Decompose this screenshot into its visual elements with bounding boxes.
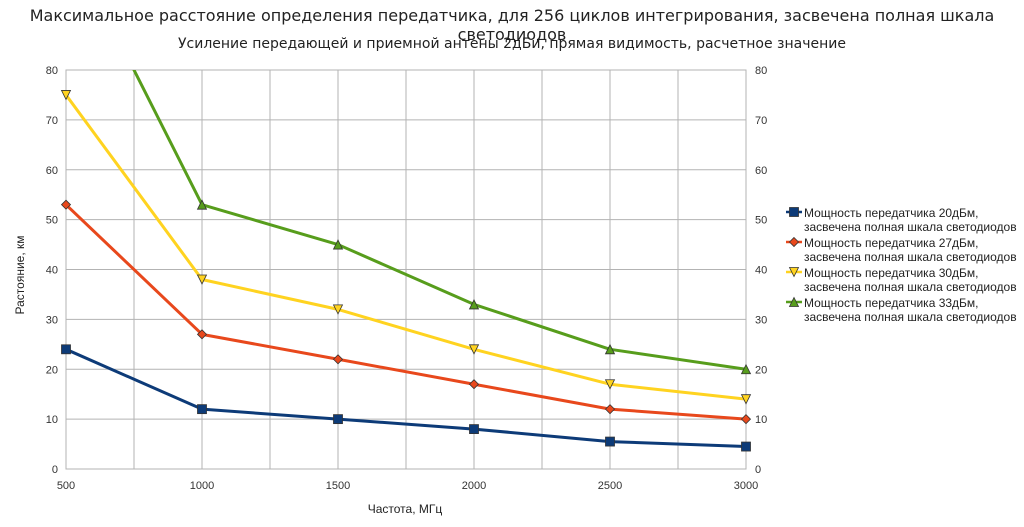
chart-subtitle: Усиление передающей и приемной антены 2д…	[178, 36, 846, 52]
legend-marker	[788, 236, 800, 248]
series-line-1	[66, 347, 746, 449]
y2-tick-label: 0	[755, 464, 761, 476]
y-tick-label: 20	[46, 364, 58, 376]
series-1-point	[197, 404, 207, 415]
y2-tick-label: 40	[755, 265, 767, 277]
y-tick-label: 0	[52, 464, 58, 476]
series-4-point	[604, 343, 616, 355]
series-1-point	[333, 414, 343, 425]
x-tick-label: 2000	[462, 480, 486, 492]
series-3-point	[332, 304, 344, 315]
legend-item-3: Мощность передатчика 30дБм, засвечена по…	[786, 266, 1022, 294]
legend-label: Мощность передатчика 33дБм, засвечена по…	[804, 296, 1017, 324]
x-tick-label: 1000	[190, 480, 214, 492]
series-1-point	[61, 344, 71, 355]
y-axis-label: Растояние, км	[13, 236, 27, 315]
series-3-point	[196, 274, 208, 285]
legend-marker	[789, 207, 799, 217]
y-tick-label: 50	[46, 215, 58, 227]
plot-area-frame	[65, 69, 747, 470]
legend-swatch	[786, 236, 802, 248]
y2-tick-label: 60	[755, 165, 767, 177]
series-1-point	[469, 424, 479, 435]
y-tick-label: 40	[46, 265, 58, 277]
series-line-4	[132, 70, 746, 371]
series-4-point	[740, 363, 752, 375]
x-tick-label: 1500	[326, 480, 350, 492]
legend: Мощность передатчика 20дБм, засвечена по…	[786, 206, 1022, 326]
x-tick-label: 500	[57, 480, 75, 492]
chart-title: Максимальное расстояние определения пере…	[29, 6, 995, 44]
legend-item-1: Мощность передатчика 20дБм, засвечена по…	[786, 206, 1022, 234]
series-2-point	[332, 354, 344, 365]
legend-label: Мощность передатчика 27дБм, засвечена по…	[804, 236, 1017, 264]
series-3-point	[604, 379, 616, 390]
legend-marker	[788, 267, 800, 278]
x-axis-label: Частота, МГц	[368, 502, 443, 516]
x-tick-label: 2500	[598, 480, 622, 492]
series-1-point	[741, 441, 751, 452]
y-tick-label: 30	[46, 314, 58, 326]
series-3-point	[740, 394, 752, 405]
legend-label: Мощность передатчика 20дБм, засвечена по…	[804, 206, 1017, 234]
legend-label: Мощность передатчика 30дБм, засвечена по…	[804, 266, 1017, 294]
y2-tick-label: 20	[755, 364, 767, 376]
legend-swatch	[786, 207, 802, 217]
x-tick-label: 3000	[734, 480, 758, 492]
y2-tick-label: 50	[755, 215, 767, 227]
gridlines	[65, 69, 747, 470]
legend-marker	[788, 296, 800, 307]
series-markers	[60, 90, 752, 452]
series-2-point	[604, 404, 616, 415]
y-tick-label: 10	[46, 414, 58, 426]
y-tick-label: 60	[46, 165, 58, 177]
series-lines	[66, 70, 746, 449]
series-3-point	[468, 344, 480, 355]
series-4-point	[332, 239, 344, 250]
series-2-point	[196, 329, 208, 340]
legend-item-4: Мощность передатчика 33дБм, засвечена по…	[786, 296, 1022, 324]
y2-tick-label: 30	[755, 314, 767, 326]
series-3-point	[60, 90, 72, 101]
series-line-2	[66, 203, 746, 421]
series-1-point	[605, 436, 615, 447]
y2-tick-label: 70	[755, 115, 767, 127]
legend-swatch	[786, 296, 802, 307]
y-tick-label: 80	[46, 65, 58, 77]
y2-tick-label: 10	[755, 414, 767, 426]
series-2-point	[468, 379, 480, 390]
legend-item-2: Мощность передатчика 27дБм, засвечена по…	[786, 236, 1022, 264]
y2-tick-label: 80	[755, 65, 767, 77]
series-2-point	[60, 199, 72, 210]
series-2-point	[740, 414, 752, 425]
series-4-point	[468, 299, 480, 310]
series-line-3	[66, 94, 746, 401]
y-tick-label: 70	[46, 115, 58, 127]
legend-swatch	[786, 267, 802, 278]
axes: 0 0 10 10 20 20 30 30 40 40 50 50 60 60 70 70 80 80 500 100…	[46, 65, 768, 492]
series-4-point	[196, 199, 208, 210]
